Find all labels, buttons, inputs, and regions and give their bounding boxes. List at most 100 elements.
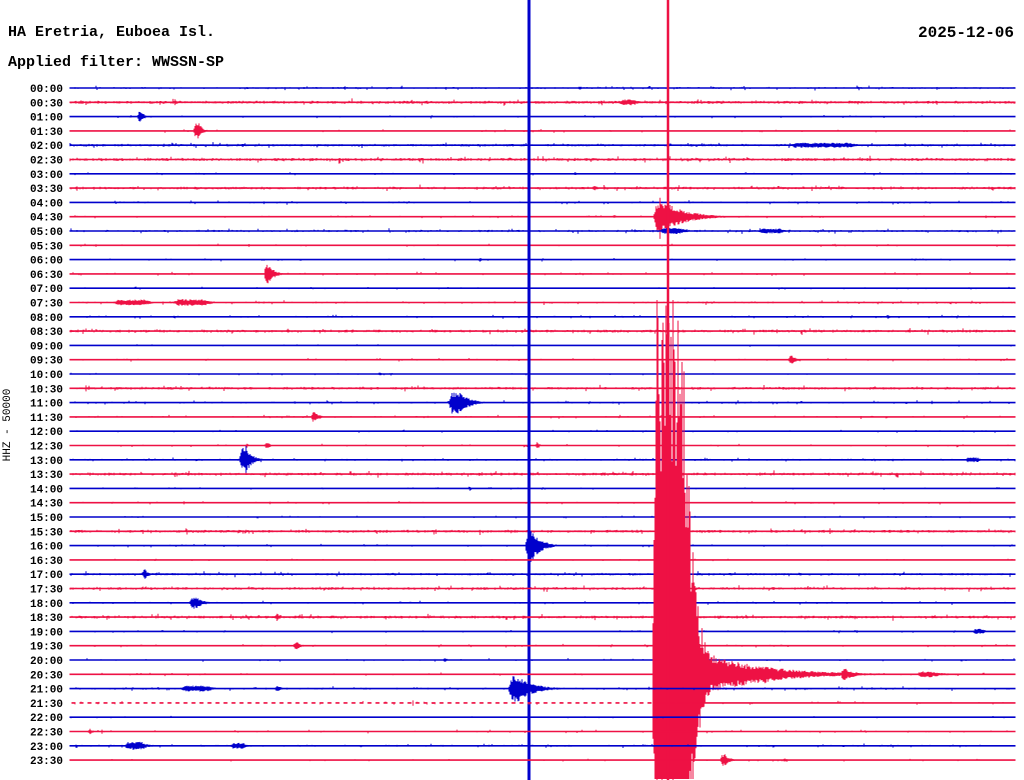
time-label-11:00: 11:00 [30,399,63,411]
time-label-02:00: 02:00 [30,141,63,153]
trace-22:30 [69,728,1016,735]
trace-10:00 [69,372,1016,376]
time-label-02:30: 02:30 [30,156,63,168]
time-label-04:00: 04:00 [30,198,63,210]
trace-00:30 [69,98,1016,106]
time-label-14:30: 14:30 [30,499,63,511]
trace-10:30 [69,384,1016,392]
time-label-12:00: 12:00 [30,427,63,439]
trace-05:00 [69,228,1016,234]
time-label-01:30: 01:30 [30,127,63,139]
station-title: HA Eretria, Euboea Isl. [8,24,215,41]
time-label-18:30: 18:30 [30,613,63,625]
time-label-13:00: 13:00 [30,456,63,468]
traces-layer: 00:00 00:30 01:00 01:30 02:00 02:30 03:00 03:30… [30,0,1016,780]
trace-09:30 [69,355,1016,364]
time-label-13:30: 13:30 [30,470,63,482]
time-label-06:30: 06:30 [30,270,63,282]
trace-15:00 [69,515,1016,519]
channel-scale-label: HHZ - 50000 [2,389,14,462]
time-label-14:00: 14:00 [30,484,63,496]
trace-16:30 [69,558,1016,562]
time-label-21:00: 21:00 [30,685,63,697]
time-label-12:30: 12:30 [30,442,63,454]
trace-07:30 [69,299,1016,306]
time-label-19:30: 19:30 [30,642,63,654]
time-label-18:00: 18:00 [30,599,63,611]
time-label-22:30: 22:30 [30,728,63,740]
time-label-00:00: 00:00 [30,84,63,96]
trace-06:30 [69,264,1016,284]
time-label-00:30: 00:30 [30,98,63,110]
time-label-08:30: 08:30 [30,327,63,339]
trace-23:30 [69,754,1016,766]
time-label-06:00: 06:00 [30,256,63,268]
trace-00:00 [69,85,1016,91]
trace-17:00 [69,569,1016,579]
trace-21:00 [69,676,1016,702]
trace-08:00 [69,314,1016,319]
trace-12:30 [69,442,1016,448]
time-label-09:30: 09:30 [30,356,63,368]
trace-22:00 [69,715,1016,719]
time-label-07:00: 07:00 [30,284,63,296]
time-label-05:30: 05:30 [30,241,63,253]
trace-19:00 [69,628,1016,634]
trace-11:00 [69,392,1016,414]
time-label-05:00: 05:00 [30,227,63,239]
trace-04:30 [69,197,1016,239]
time-label-22:00: 22:00 [30,713,63,725]
trace-18:00 [69,597,1016,609]
trace-09:00 [69,344,1016,347]
trace-21:30 [71,700,1016,706]
time-label-04:30: 04:30 [30,213,63,225]
time-label-09:00: 09:00 [30,341,63,353]
trace-15:30 [69,528,1016,535]
trace-06:00 [69,258,1016,262]
trace-04:00 [69,200,1016,205]
trace-05:30 [69,243,1016,247]
trace-13:00 [69,446,1016,474]
date-label: 2025-12-06 [918,24,1014,42]
trace-13:30 [69,470,1016,478]
trace-08:30 [69,328,1016,335]
time-label-15:00: 15:00 [30,513,63,525]
trace-07:00 [69,286,1016,290]
time-label-15:30: 15:30 [30,527,63,539]
trace-02:30 [69,155,1016,164]
trace-14:30 [69,501,1016,505]
time-label-16:30: 16:30 [30,556,63,568]
trace-01:00 [69,111,1016,122]
time-label-07:30: 07:30 [30,299,63,311]
trace-14:00 [69,486,1016,491]
trace-02:00 [69,142,1016,148]
trace-03:30 [69,184,1016,191]
trace-20:30 [69,305,1016,779]
time-label-10:30: 10:30 [30,384,63,396]
trace-03:00 [69,172,1016,176]
trace-18:30 [69,613,1016,621]
time-label-23:30: 23:30 [30,756,63,768]
time-label-16:00: 16:00 [30,542,63,554]
time-label-10:00: 10:00 [30,370,63,382]
time-label-08:00: 08:00 [30,313,63,325]
time-label-17:00: 17:00 [30,570,63,582]
time-label-21:30: 21:30 [30,699,63,711]
time-label-03:00: 03:00 [30,170,63,182]
filter-label: Applied filter: WWSSN-SP [8,54,224,71]
time-label-19:00: 19:00 [30,627,63,639]
time-label-23:00: 23:00 [30,742,63,754]
trace-11:30 [69,412,1016,422]
time-label-20:00: 20:00 [30,656,63,668]
trace-17:30 [69,585,1016,592]
trace-16:00 [69,531,1016,562]
trace-01:30 [69,123,1016,139]
time-label-01:00: 01:00 [30,113,63,125]
time-label-03:30: 03:30 [30,184,63,196]
trace-23:00 [69,741,1016,750]
trace-12:00 [69,429,1016,433]
time-label-17:30: 17:30 [30,585,63,597]
